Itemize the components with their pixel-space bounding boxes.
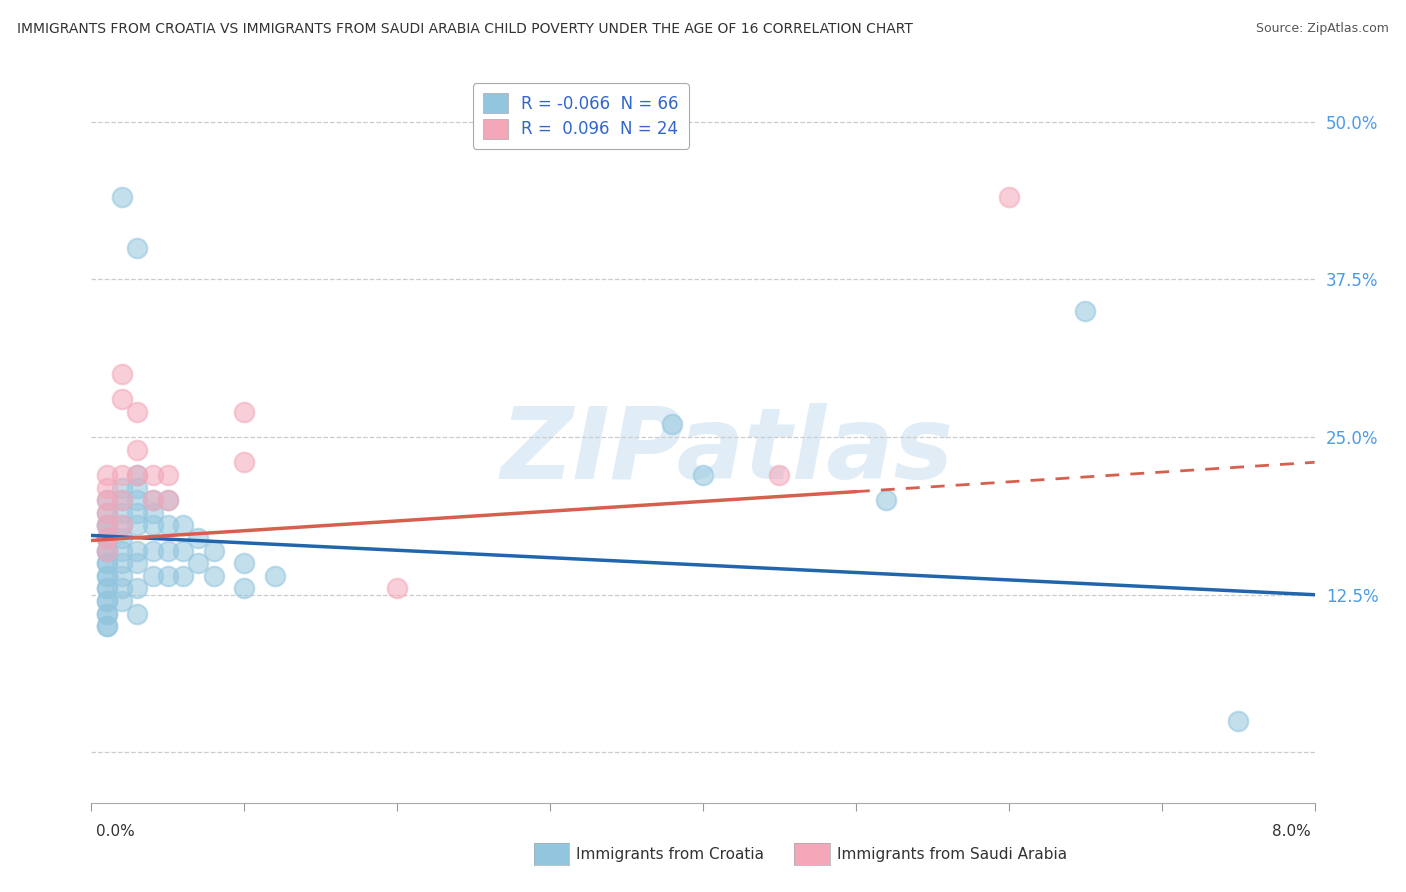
Point xyxy=(111,481,134,495)
Point xyxy=(111,518,134,533)
Text: Immigrants from Saudi Arabia: Immigrants from Saudi Arabia xyxy=(837,847,1067,862)
Point xyxy=(127,493,149,508)
Point xyxy=(156,493,179,508)
Text: IMMIGRANTS FROM CROATIA VS IMMIGRANTS FROM SAUDI ARABIA CHILD POVERTY UNDER THE : IMMIGRANTS FROM CROATIA VS IMMIGRANTS FR… xyxy=(17,22,912,37)
Point xyxy=(111,569,134,583)
Point xyxy=(264,569,287,583)
Point xyxy=(96,556,118,570)
Point xyxy=(96,493,118,508)
Point xyxy=(127,481,149,495)
Point xyxy=(96,506,118,520)
Point xyxy=(187,556,209,570)
Point xyxy=(111,467,134,482)
Point xyxy=(96,619,118,633)
Point xyxy=(127,467,149,482)
Text: Immigrants from Croatia: Immigrants from Croatia xyxy=(576,847,765,862)
Text: Source: ZipAtlas.com: Source: ZipAtlas.com xyxy=(1256,22,1389,36)
Text: 8.0%: 8.0% xyxy=(1271,824,1310,838)
Point xyxy=(127,582,149,596)
Point xyxy=(96,518,118,533)
Point xyxy=(141,493,163,508)
Point xyxy=(661,417,683,432)
Point xyxy=(96,481,118,495)
Point xyxy=(96,543,118,558)
Point xyxy=(96,594,118,608)
Point xyxy=(111,367,134,381)
Point xyxy=(172,518,194,533)
Point xyxy=(1074,304,1097,318)
Point xyxy=(768,467,790,482)
Point xyxy=(127,467,149,482)
Point xyxy=(141,569,163,583)
Point xyxy=(127,556,149,570)
Point xyxy=(111,518,134,533)
Point xyxy=(141,493,163,508)
Point xyxy=(233,455,256,469)
Point xyxy=(233,556,256,570)
Point xyxy=(156,543,179,558)
Point xyxy=(127,506,149,520)
Point xyxy=(111,594,134,608)
Point xyxy=(187,531,209,545)
Point xyxy=(998,190,1021,204)
Point xyxy=(111,493,134,508)
Point xyxy=(141,506,163,520)
Point xyxy=(111,493,134,508)
Text: ZIPatlas: ZIPatlas xyxy=(501,403,955,500)
Text: 0.0%: 0.0% xyxy=(96,824,135,838)
Point xyxy=(202,543,225,558)
Point xyxy=(96,607,118,621)
Point xyxy=(96,543,118,558)
Point xyxy=(96,607,118,621)
Point xyxy=(111,531,134,545)
Point xyxy=(127,241,149,255)
Point xyxy=(96,531,118,545)
Point xyxy=(127,543,149,558)
Point xyxy=(96,619,118,633)
Point xyxy=(96,531,118,545)
Point xyxy=(96,506,118,520)
Point xyxy=(96,543,118,558)
Point xyxy=(692,467,714,482)
Point xyxy=(141,467,163,482)
Point xyxy=(156,467,179,482)
Point xyxy=(156,518,179,533)
Point xyxy=(141,518,163,533)
Point xyxy=(111,543,134,558)
Point xyxy=(96,582,118,596)
Point xyxy=(172,569,194,583)
Point xyxy=(111,392,134,407)
Point xyxy=(111,556,134,570)
Point xyxy=(233,582,256,596)
Point xyxy=(96,531,118,545)
Point xyxy=(111,506,134,520)
Point xyxy=(111,582,134,596)
Point xyxy=(96,467,118,482)
Point xyxy=(172,543,194,558)
Point xyxy=(96,594,118,608)
Point xyxy=(127,442,149,457)
Point xyxy=(1227,714,1250,728)
Point xyxy=(127,518,149,533)
Point xyxy=(96,582,118,596)
Point xyxy=(127,405,149,419)
Point xyxy=(233,405,256,419)
Point xyxy=(96,569,118,583)
Point xyxy=(111,190,134,204)
Point xyxy=(96,518,118,533)
Point xyxy=(127,607,149,621)
Legend: R = -0.066  N = 66, R =  0.096  N = 24: R = -0.066 N = 66, R = 0.096 N = 24 xyxy=(472,83,689,148)
Point xyxy=(141,543,163,558)
Point xyxy=(156,569,179,583)
Point xyxy=(202,569,225,583)
Point xyxy=(96,569,118,583)
Point xyxy=(385,582,409,596)
Point xyxy=(875,493,897,508)
Point xyxy=(96,493,118,508)
Point xyxy=(156,493,179,508)
Point xyxy=(96,556,118,570)
Point xyxy=(96,518,118,533)
